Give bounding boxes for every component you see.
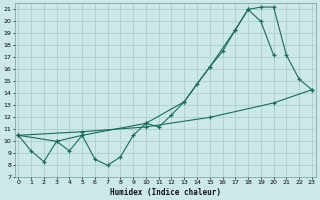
X-axis label: Humidex (Indice chaleur): Humidex (Indice chaleur) <box>110 188 220 197</box>
